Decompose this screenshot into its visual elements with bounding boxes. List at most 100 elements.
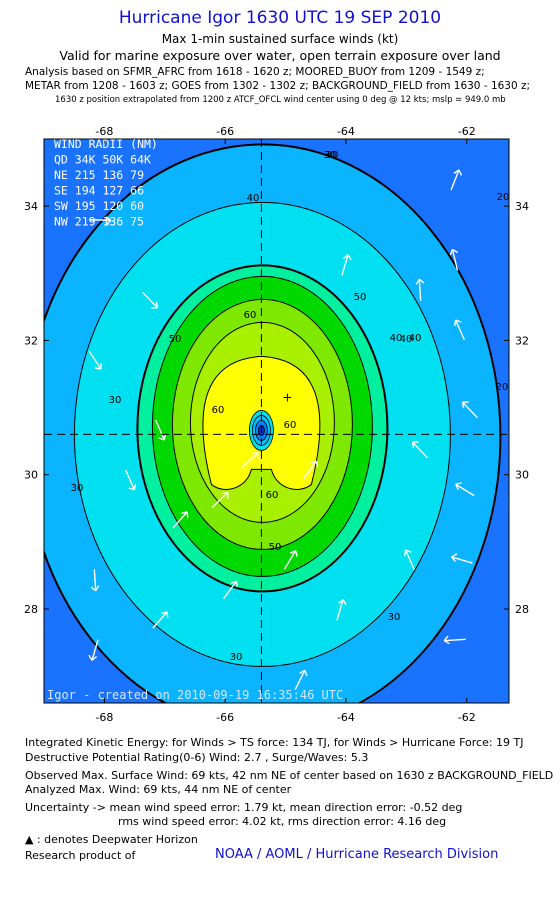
- contour-label: 40: [247, 193, 260, 204]
- axis-layer: + -68 -68 -66 -66 -64 -64 -62 -62 28 28 30 30 32 32 34 3…: [24, 125, 529, 724]
- contour-label: 60: [284, 420, 297, 431]
- wind-arrow-shaft: [155, 419, 165, 441]
- ytick-label-right: 28: [515, 603, 529, 616]
- xtick-label-bottom: -62: [458, 711, 476, 724]
- chart-title: Hurricane Igor 1630 UTC 19 SEP 2010: [118, 8, 442, 28]
- contour-label: 30: [326, 150, 339, 161]
- wind-arrow: [125, 469, 137, 491]
- wind-arrow-head: [221, 491, 229, 499]
- wind-arrow-head: [128, 483, 137, 491]
- xtick-label-top: -64: [337, 125, 355, 138]
- contour-label: 30: [109, 395, 122, 406]
- wind-arrow-head: [90, 585, 100, 592]
- wind-arrow: [88, 639, 99, 661]
- contour-label: 20: [497, 192, 510, 203]
- wind-arrow-head: [94, 363, 102, 370]
- wind-arrow: [341, 254, 352, 276]
- contour-label: 60: [266, 490, 279, 501]
- wind-arrow-head: [151, 301, 159, 309]
- contour-label: 50: [354, 292, 367, 303]
- wind-arrow: [90, 569, 100, 592]
- wind-arrow-layer: [88, 169, 478, 691]
- wind-arrow-head: [453, 319, 462, 327]
- wind-arrow-head: [461, 401, 469, 409]
- wind-arrow: [283, 550, 298, 570]
- wind-arrow-head: [88, 654, 98, 661]
- wind-arrow: [455, 482, 475, 497]
- contour-label: 40: [390, 333, 403, 344]
- wind-arrow: [336, 599, 347, 621]
- wind-arrow-shaft: [455, 319, 465, 341]
- wind-arrow: [461, 401, 478, 419]
- wind-arrow: [403, 549, 415, 571]
- contour-fill-layer: [44, 139, 509, 703]
- wind-arrow-shaft: [88, 350, 102, 370]
- wind-arrow-head: [158, 433, 167, 441]
- contour-label: 50: [269, 542, 282, 553]
- plot-frame: [43, 138, 510, 704]
- wind-arrow: [172, 511, 189, 529]
- wind-arrow-head: [411, 441, 419, 449]
- wind-arrow-head: [342, 254, 352, 261]
- wind-arrow-head: [299, 669, 308, 677]
- wind-arrow-shaft: [418, 279, 422, 301]
- wind-arrow-head: [453, 169, 463, 176]
- wind-arrow-shaft: [450, 169, 460, 191]
- wind-arrow-head: [337, 599, 347, 606]
- contour-label: 30: [71, 483, 84, 494]
- credit-text: Igor - created on 2010-09-19 16:35:46 UT…: [47, 688, 343, 702]
- wind-radii-row: WIND RADII (NM): [54, 137, 158, 151]
- wind-arrow-shaft: [91, 639, 99, 661]
- dpr-text: Destructive Potential Rating(0-6) Wind: …: [25, 751, 369, 764]
- wind-arrow-head: [310, 460, 319, 468]
- wind-arrow: [89, 216, 112, 226]
- wind-arrow-head: [289, 550, 298, 557]
- contour-line-30: [44, 143, 502, 703]
- wind-radii-row: SE 194 127 66: [54, 184, 144, 198]
- deepwater-label: : denotes Deepwater Horizon: [36, 833, 198, 846]
- xtick-label-bottom: -66: [216, 711, 234, 724]
- contour-label: 50: [169, 334, 182, 345]
- deepwater-horizon-icon: ▲: [25, 833, 34, 846]
- wind-arrow-shaft: [152, 611, 168, 629]
- wind-radii-row: SW 195 120 60: [54, 199, 144, 213]
- wind-arrow: [155, 419, 167, 441]
- observed-max-text: Observed Max. Surface Wind: 69 kts, 42 n…: [25, 769, 554, 782]
- chart-validity: Valid for marine exposure over water, op…: [59, 48, 501, 63]
- wind-arrow: [453, 319, 465, 341]
- contour-label: 40: [409, 333, 422, 344]
- xtick-label-top: -68: [95, 125, 113, 138]
- wind-arrow-head: [403, 549, 412, 557]
- wind-arrow: [294, 669, 308, 691]
- wind-arrow-shaft: [89, 219, 111, 221]
- wind-arrow-shaft: [303, 460, 317, 480]
- ytick-label-left: 28: [24, 603, 38, 616]
- wind-arrow-head: [443, 635, 450, 645]
- wind-arrow-shaft: [241, 452, 259, 468]
- wind-arrow-head: [251, 451, 259, 459]
- contour-label: 20: [496, 382, 509, 393]
- wind-arrow: [411, 441, 428, 459]
- wind-arrow: [443, 635, 466, 645]
- contour-label: 40: [400, 334, 413, 345]
- max-wind-marker: +: [282, 390, 292, 404]
- wind-arrow-shaft: [405, 549, 415, 571]
- wind-arrow: [451, 553, 473, 564]
- ytick-label-left: 34: [24, 200, 38, 213]
- noaa-hrd-link[interactable]: NOAA / AOML / Hurricane Research Divisio…: [215, 847, 499, 862]
- wind-arrow-shaft: [93, 569, 97, 591]
- wind-arrow-shaft: [451, 249, 459, 271]
- wind-arrow: [303, 460, 319, 480]
- wind-arrow-head: [161, 611, 169, 618]
- ike-text: Integrated Kinetic Energy: for Winds > T…: [25, 736, 524, 749]
- analysis-line-1: Analysis based on SFMR_AFRC from 1618 - …: [25, 66, 485, 78]
- wind-arrow: [142, 291, 159, 309]
- analysis-line-2: METAR from 1208 - 1603 z; GOES from 1302…: [25, 80, 531, 92]
- wind-arrow-shaft: [125, 469, 135, 491]
- contour-label: 30: [324, 150, 337, 161]
- wind-arrow: [88, 350, 102, 370]
- wind-arrow-head: [449, 248, 459, 256]
- wind-arrow: [449, 248, 459, 271]
- research-product-text: Research product of: [25, 849, 136, 862]
- ytick-label-right: 32: [515, 334, 529, 347]
